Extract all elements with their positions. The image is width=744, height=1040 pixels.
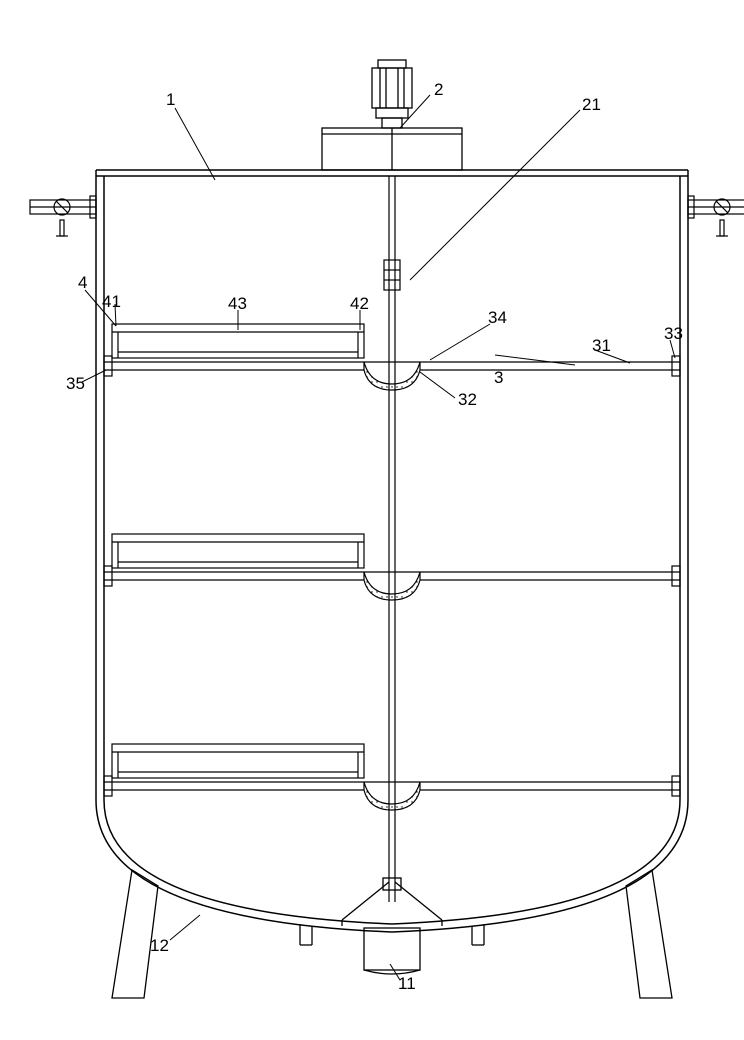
shaft-bottom [342, 878, 442, 926]
shaft [384, 176, 400, 902]
figure-container: 1 2 21 4 41 43 42 34 33 35 32 3 31 11 12 [20, 20, 744, 1020]
label-35: 35 [66, 374, 85, 394]
label-42: 42 [350, 294, 369, 314]
label-43: 43 [228, 294, 247, 314]
motor-housing [322, 60, 462, 170]
legs [112, 870, 672, 998]
layer-3 [104, 744, 680, 810]
label-2: 2 [434, 80, 443, 100]
label-34: 34 [488, 308, 507, 328]
label-12: 12 [150, 936, 169, 956]
label-32: 32 [458, 390, 477, 410]
label-21: 21 [582, 95, 601, 115]
label-4: 4 [78, 273, 87, 293]
label-3: 3 [494, 368, 503, 388]
side-ports [30, 196, 744, 236]
label-11: 11 [398, 974, 416, 994]
label-1: 1 [166, 90, 175, 110]
label-31: 31 [592, 336, 611, 356]
label-41: 41 [102, 292, 121, 312]
diagram-svg [20, 20, 744, 1020]
layer-2 [104, 534, 680, 600]
label-33: 33 [664, 324, 683, 344]
lead-lines [82, 95, 675, 980]
layer-1 [104, 324, 680, 390]
tank-body [96, 170, 688, 932]
